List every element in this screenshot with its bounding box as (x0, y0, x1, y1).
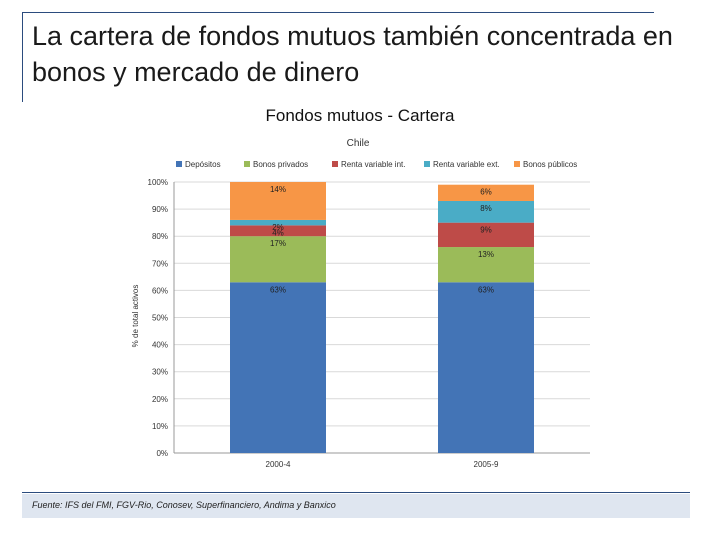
legend-swatch (176, 161, 182, 167)
title-frame-top (22, 12, 654, 13)
y-tick-label: 70% (152, 259, 168, 268)
y-tick-label: 50% (152, 314, 168, 323)
data-label: 4% (272, 228, 284, 237)
data-label: 6% (480, 188, 492, 197)
y-tick-label: 20% (152, 395, 168, 404)
bar-segment (230, 225, 326, 237)
legend-item: Bonos privados (244, 160, 308, 169)
legend-item: Renta variable int. (332, 160, 405, 169)
data-label: 9% (480, 226, 492, 235)
y-tick-label: 90% (152, 205, 168, 214)
legend-item: Renta variable ext. (424, 160, 500, 169)
x-tick-label: 2005-9 (474, 460, 499, 469)
data-label: 2% (272, 223, 284, 232)
bar-segment (438, 247, 534, 283)
legend-swatch (514, 161, 520, 167)
y-axis-label: % de total activos (131, 285, 140, 348)
y-tick-label: 60% (152, 286, 168, 295)
title-frame-left (22, 12, 23, 102)
legend-swatch (424, 161, 430, 167)
chart-area: Chile Depósitos Bonos privados Renta varia… (124, 132, 592, 490)
chart-title: Chile (347, 138, 370, 149)
legend-label: Renta variable ext. (433, 160, 500, 169)
y-tick-label: 0% (156, 449, 168, 458)
data-label: 63% (270, 285, 286, 294)
stacked-bar-chart: Chile Depósitos Bonos privados Renta varia… (131, 138, 590, 469)
y-tick-label: 30% (152, 368, 168, 377)
y-tick-label: 40% (152, 341, 168, 350)
data-label: 14% (270, 185, 286, 194)
source-note: Fuente: IFS del FMI, FGV-Rio, Conosev, S… (32, 500, 336, 510)
slide-title: La cartera de fondos mutuos también conc… (32, 21, 673, 87)
chart-heading: Fondos mutuos - Cartera (265, 106, 455, 125)
footer-line (22, 492, 690, 493)
data-label: 13% (478, 250, 494, 259)
y-tick-label: 10% (152, 422, 168, 431)
bar-segment (230, 219, 326, 226)
legend-label: Renta variable int. (341, 160, 405, 169)
chart-data-labels: 63% 17% 4%2% 14% 2000-4 63% 13% 9% 8% 6% 2005-9 (266, 185, 499, 469)
x-tick-label: 2000-4 (266, 460, 291, 469)
bar-segment (438, 222, 534, 248)
bar-segment (230, 236, 326, 283)
bar-segment (438, 200, 534, 223)
legend-swatch (332, 161, 338, 167)
legend-label: Bonos públicos (523, 160, 577, 169)
data-label: 63% (478, 285, 494, 294)
legend-label: Bonos privados (253, 160, 308, 169)
bar-segment (438, 282, 534, 453)
legend-item: Bonos públicos (514, 160, 577, 169)
legend-label: Depósitos (185, 160, 221, 169)
bar-segment (230, 182, 326, 220)
data-label: 17% (270, 239, 286, 248)
legend-swatch (244, 161, 250, 167)
legend-item: Depósitos (176, 160, 221, 169)
y-tick-label: 80% (152, 232, 168, 241)
data-label: 8% (480, 204, 492, 213)
bar-segment (438, 184, 534, 201)
y-tick-label: 100% (148, 178, 168, 187)
chart-bars (230, 182, 534, 453)
bar-segment (230, 282, 326, 453)
chart-legend: Depósitos Bonos privados Renta variable in… (176, 160, 577, 169)
source-bar: Fuente: IFS del FMI, FGV-Rio, Conosev, S… (22, 494, 690, 518)
